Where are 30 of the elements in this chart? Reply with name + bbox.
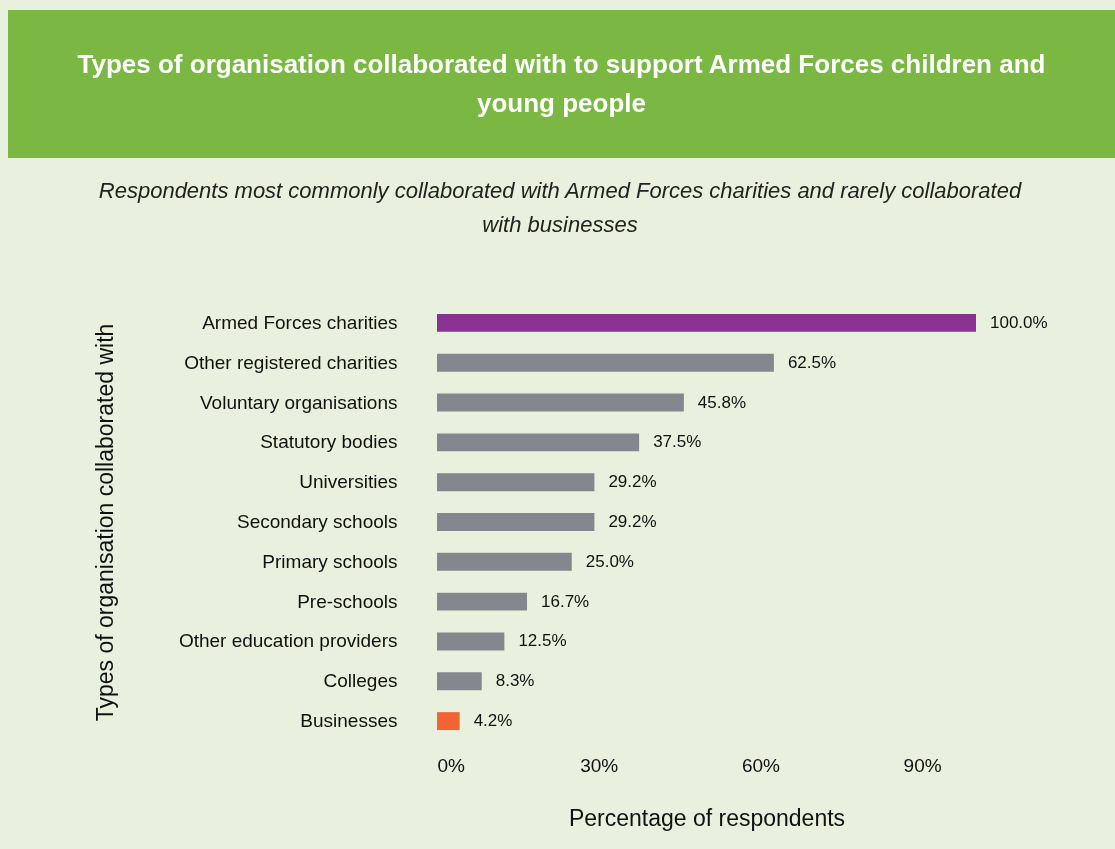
y-tick-label: Pre-schools	[297, 590, 398, 612]
data-label: 25.0%	[585, 551, 634, 571]
x-tick-label: 90%	[903, 754, 942, 776]
x-tick-label: 30%	[580, 754, 619, 776]
y-tick-label: Primary schools	[262, 550, 398, 572]
data-label: 16.7%	[541, 591, 590, 611]
data-label: 29.2%	[608, 512, 657, 531]
data-label: 37.5%	[653, 432, 702, 452]
y-tick-label: Other registered charities	[184, 351, 398, 373]
data-label: 29.2%	[608, 472, 657, 492]
y-axis-title: Types of organisation collaborated with	[91, 323, 118, 722]
y-tick-label: Businesses	[300, 710, 398, 732]
y-tick-label: Other education providers	[178, 630, 398, 652]
data-label: 12.5%	[518, 631, 567, 651]
x-axis-title: Percentage of respondents	[568, 804, 846, 831]
data-label: 8.3%	[495, 671, 535, 691]
x-tick-label: 0%	[437, 754, 466, 776]
data-label: 4.2%	[473, 711, 513, 731]
y-tick-label: Armed Forces charities	[202, 311, 398, 333]
x-tick-label: 60%	[741, 754, 781, 776]
data-label: 45.8%	[697, 392, 747, 412]
y-tick-label: Colleges	[323, 670, 398, 692]
y-tick-label: Statutory bodies	[260, 431, 398, 453]
data-label: 100.0%	[990, 312, 1048, 332]
y-tick-label: Voluntary organisations	[199, 391, 398, 413]
data-label: 62.5%	[787, 352, 837, 372]
chart-title: Types of organisation collaborated with to support Armed Forces children and young people	[76, 48, 1047, 120]
y-tick-label: Universities	[299, 471, 398, 493]
y-tick-label: Secondary schools	[236, 511, 398, 532]
chart-subtitle: Respondents most commonly collaborated with Armed Forces charities and rarely collaborated with businesses	[97, 177, 1023, 240]
